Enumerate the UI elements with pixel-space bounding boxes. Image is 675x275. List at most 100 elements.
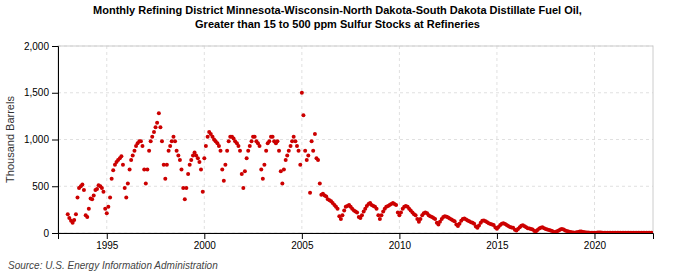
tick-mark: [52, 46, 58, 47]
point: [154, 125, 158, 129]
point: [85, 215, 89, 219]
point: [173, 139, 177, 143]
points: [66, 91, 653, 233]
point: [144, 181, 148, 185]
tick: 2005: [291, 233, 314, 251]
point: [189, 158, 193, 162]
tick-mark: [52, 233, 58, 234]
point: [95, 187, 99, 191]
point: [129, 158, 133, 162]
tick: 2020: [584, 233, 607, 251]
point: [157, 111, 161, 115]
tick-label: 2000: [194, 240, 217, 251]
point: [183, 197, 187, 201]
tick-mark: [107, 233, 108, 239]
plot-frame: [58, 46, 653, 233]
point: [171, 135, 175, 139]
grid-line: [496, 46, 497, 233]
point: [277, 149, 281, 153]
point: [318, 181, 322, 185]
point: [339, 217, 343, 221]
point: [108, 195, 112, 199]
point: [101, 190, 105, 194]
point: [248, 144, 252, 148]
point: [243, 169, 247, 173]
tick-mark: [52, 93, 58, 94]
point: [305, 158, 309, 162]
point: [175, 149, 179, 153]
point: [308, 191, 312, 195]
point: [158, 125, 162, 129]
point: [287, 149, 291, 153]
point: [301, 113, 305, 117]
tick-label: 2015: [486, 240, 509, 251]
point: [298, 163, 302, 167]
point: [150, 135, 154, 139]
point: [204, 144, 208, 148]
tick-mark: [594, 233, 595, 239]
point: [163, 177, 167, 181]
point: [149, 139, 153, 143]
point: [258, 144, 262, 148]
point: [82, 188, 86, 192]
point: [184, 186, 188, 190]
grid-line: [58, 139, 653, 140]
point: [222, 179, 226, 183]
point: [199, 167, 203, 171]
tick-label: 2005: [291, 240, 314, 251]
point: [119, 154, 123, 158]
point: [90, 197, 94, 201]
tick-label: 0: [43, 228, 49, 239]
point: [206, 135, 210, 139]
point: [165, 163, 169, 167]
point: [378, 217, 382, 221]
point: [379, 213, 383, 217]
tick-label: 2020: [584, 240, 607, 251]
point: [236, 144, 240, 148]
source: Source: U.S. Energy Information Administ…: [8, 260, 218, 271]
point: [92, 194, 96, 198]
point: [292, 135, 296, 139]
tick-label: 1,500: [24, 87, 49, 98]
point: [196, 156, 200, 160]
point: [123, 186, 127, 190]
point: [217, 144, 221, 148]
point: [414, 213, 418, 217]
point: [280, 181, 284, 185]
point: [140, 144, 144, 148]
tick-mark: [497, 233, 498, 239]
point: [225, 149, 229, 153]
point: [271, 135, 275, 139]
point: [316, 158, 320, 162]
point: [186, 172, 190, 176]
point: [145, 167, 149, 171]
tick-label: 2,000: [24, 41, 49, 52]
point: [219, 149, 223, 153]
axis-line: [52, 47, 59, 234]
point: [121, 163, 125, 167]
point: [147, 149, 151, 153]
point: [355, 210, 359, 214]
point: [223, 163, 227, 167]
point: [310, 139, 314, 143]
tick: 2,000: [24, 41, 58, 52]
point: [241, 186, 245, 190]
point: [80, 182, 84, 186]
chart: Monthly Refining District Minnesota-Wisc…: [0, 0, 675, 275]
grid-line: [58, 92, 653, 93]
point: [275, 139, 279, 143]
point: [293, 139, 297, 143]
point: [394, 203, 398, 207]
tick: 2010: [389, 233, 412, 251]
point: [100, 186, 104, 190]
tick-mark: [399, 233, 400, 239]
plot: 19952000200520102015202005001,0001,5002,…: [24, 41, 654, 251]
point: [295, 144, 299, 148]
point: [167, 149, 171, 153]
tick-label: 500: [32, 181, 49, 192]
tick: 500: [32, 181, 58, 192]
tick-label: 2010: [389, 240, 412, 251]
y-axis-label: Thousand Barrels: [4, 96, 16, 183]
tick-mark: [302, 233, 303, 239]
point: [433, 217, 437, 221]
